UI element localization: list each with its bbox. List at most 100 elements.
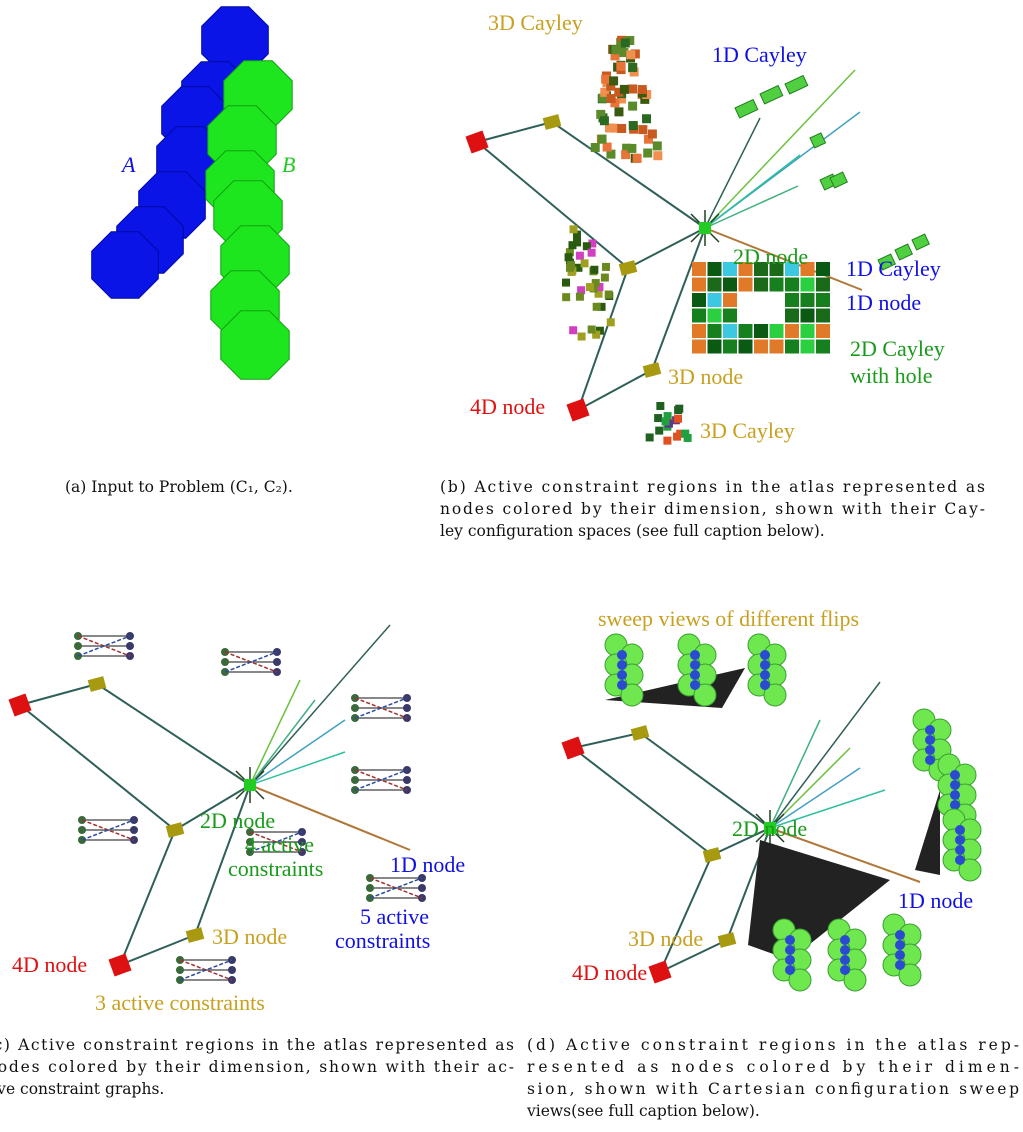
sweep-shadow: [915, 790, 940, 875]
cayley-cube: [633, 154, 642, 163]
cayley-cube: [675, 405, 683, 413]
atom: [366, 884, 374, 892]
cayley-cell: [816, 324, 830, 338]
cayley-cube: [735, 100, 758, 118]
chain-atom: [690, 660, 700, 670]
label: 2D node: [732, 816, 807, 841]
label: 1D Cayley: [846, 256, 941, 281]
chain-atom: [760, 660, 770, 670]
chain-atom: [690, 670, 700, 680]
node: [648, 960, 671, 983]
edge: [250, 680, 300, 785]
cayley-cube: [591, 143, 600, 152]
label: constraints: [228, 856, 323, 881]
cayley-cell: [801, 278, 815, 292]
cayley-cube: [603, 143, 612, 152]
cayley-cell: [692, 278, 706, 292]
cayley-cell: [708, 340, 722, 354]
cayley-cube: [760, 86, 783, 104]
cayley-cube: [562, 293, 570, 301]
cayley-cube: [590, 266, 598, 274]
chain-atom: [950, 770, 960, 780]
edge: [552, 122, 705, 228]
cayley-cube: [620, 85, 629, 94]
cayley-cell: [754, 278, 768, 292]
cayley-cube: [642, 114, 651, 123]
node: [88, 676, 107, 692]
cayley-cube: [576, 293, 584, 301]
node: [186, 927, 205, 943]
cayley-cube: [593, 303, 601, 311]
chain-atom: [895, 930, 905, 940]
caption: sion, shown with Cartesian configuration…: [527, 1080, 1019, 1098]
caption: views(see full caption below).: [526, 1102, 760, 1120]
chain-atom: [840, 955, 850, 965]
atom: [130, 826, 138, 834]
atom: [351, 776, 359, 784]
caption: resented as nodes colored by their dimen…: [527, 1058, 1019, 1076]
cayley-cell: [770, 324, 784, 338]
cayley-cube: [614, 107, 623, 116]
cayley-cell: [785, 324, 799, 338]
chain-atom: [955, 845, 965, 855]
chain-atom: [785, 945, 795, 955]
cayley-cube: [628, 84, 637, 93]
sphere: [221, 311, 289, 379]
label: 1D node: [390, 852, 465, 877]
cayley-cell: [801, 324, 815, 338]
label: sweep views of different flips: [598, 606, 859, 631]
cayley-cube: [629, 121, 638, 130]
artwork: [8, 7, 981, 991]
page: AB3D Cayley1D Cayley2D node1D Cayley1D n…: [0, 0, 1023, 1132]
cayley-cube: [581, 259, 589, 267]
chain-atom: [760, 670, 770, 680]
cayley-cube: [785, 76, 808, 94]
label: 2D node: [733, 244, 808, 269]
atom: [74, 642, 82, 650]
cayley-cell: [785, 278, 799, 292]
label: A: [120, 152, 136, 177]
cayley-cell: [816, 278, 830, 292]
edge: [477, 122, 552, 142]
edge: [705, 118, 760, 228]
edge: [250, 700, 315, 785]
cayley-cell: [816, 309, 830, 323]
cayley-cube: [638, 125, 647, 134]
label: 1D node: [898, 888, 973, 913]
cayley-cube: [673, 433, 681, 441]
cayley-cube: [627, 144, 636, 153]
chain-atom: [785, 935, 795, 945]
chain-atom: [840, 935, 850, 945]
cayley-cell: [816, 293, 830, 307]
cayley-cube: [626, 50, 635, 59]
cayley-cube: [605, 291, 613, 299]
cayley-cell: [785, 340, 799, 354]
chain-atom: [760, 680, 770, 690]
chain-atom: [760, 650, 770, 660]
cayley-cell: [708, 309, 722, 323]
sphere: [92, 232, 159, 299]
chain-atom: [690, 650, 700, 660]
caption: (b) Active constraint regions in the atl…: [440, 478, 985, 496]
cayley-cube: [616, 62, 625, 71]
cayley-cube: [569, 326, 577, 334]
label: 3D node: [212, 924, 287, 949]
cayley-cell: [739, 340, 753, 354]
chain-atom: [785, 965, 795, 975]
cayley-cube: [648, 129, 657, 138]
edge: [770, 682, 880, 828]
cayley-cube: [617, 124, 626, 133]
node: [561, 736, 584, 759]
cayley-cell: [739, 278, 753, 292]
chain-atom: [617, 660, 627, 670]
cayley-cube: [621, 38, 630, 47]
label: 3D Cayley: [700, 418, 795, 443]
atom: [403, 776, 411, 784]
edge: [20, 705, 175, 830]
atom: [221, 658, 229, 666]
caption: nodes colored by their dimension, shown …: [440, 500, 985, 518]
cayley-cube: [601, 274, 609, 282]
node: [718, 932, 737, 948]
chain-atom: [690, 680, 700, 690]
chain-atom: [617, 650, 627, 660]
